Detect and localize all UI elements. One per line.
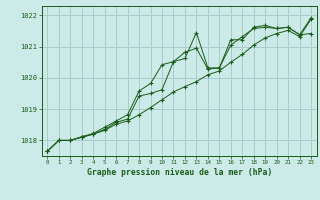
- X-axis label: Graphe pression niveau de la mer (hPa): Graphe pression niveau de la mer (hPa): [87, 168, 272, 177]
